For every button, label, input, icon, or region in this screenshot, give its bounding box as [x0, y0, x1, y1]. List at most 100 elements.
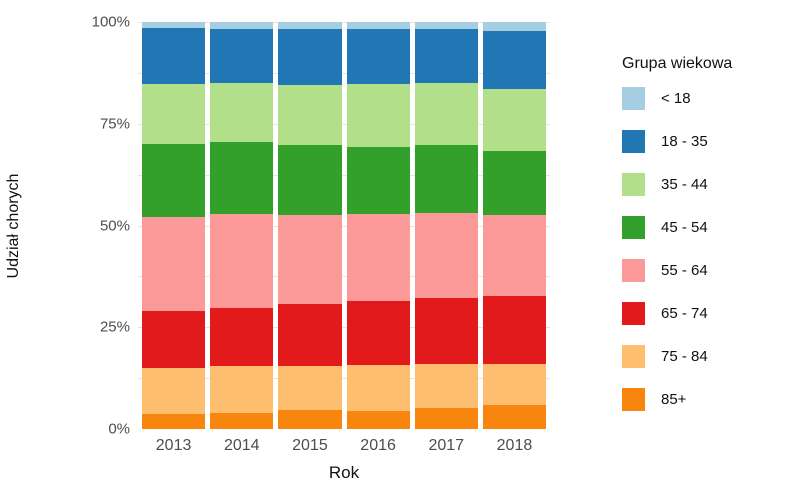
bar-2017	[414, 22, 478, 429]
y-tick-label-75%: 75%	[99, 115, 130, 133]
x-tick-label-2013: 2013	[155, 437, 192, 454]
bar-segment-2016-55 - 64	[346, 214, 410, 301]
legend-item-< 18: < 18	[622, 87, 792, 110]
bar-segment-2014-35 - 44	[210, 82, 274, 143]
bar-segment-2014-18 - 35	[210, 28, 274, 83]
legend-label-35 - 44: 35 - 44	[661, 176, 708, 193]
gridline-50	[138, 225, 550, 227]
bar-segment-2013-35 - 44	[142, 83, 206, 144]
bar-segment-2016-45 - 54	[346, 146, 410, 215]
legend-label-< 18: < 18	[661, 90, 691, 107]
legend-item-75 - 84: 75 - 84	[622, 345, 792, 368]
bar-segment-2017-35 - 44	[414, 83, 478, 146]
legend-item-35 - 44: 35 - 44	[622, 173, 792, 196]
bar-segment-2014-85+	[210, 413, 274, 429]
legend-label-75 - 84: 75 - 84	[661, 348, 708, 365]
bar-segment-2018-18 - 35	[482, 31, 547, 89]
y-tick-label-50%: 50%	[99, 217, 130, 234]
bar-segment-2014-45 - 54	[210, 142, 274, 215]
gridline-12.5	[138, 378, 550, 380]
bar-segment-2017-55 - 64	[414, 213, 478, 298]
legend-label-45 - 54: 45 - 54	[661, 219, 708, 236]
bar-2013	[142, 22, 206, 429]
y-tick-label-25%: 25%	[99, 318, 130, 336]
plot-panel	[138, 22, 550, 429]
bar-segment-2013-85+	[142, 413, 206, 429]
legend-swatch-65 - 74	[622, 302, 645, 325]
bar-2014	[210, 22, 274, 429]
bar-segment-2014-55 - 64	[210, 214, 274, 309]
bar-segment-2013-75 - 84	[142, 367, 206, 414]
bar-segment-2015-85+	[278, 410, 342, 429]
bar-segment-2016-35 - 44	[346, 83, 410, 147]
legend-swatch-55 - 64	[622, 259, 645, 282]
x-tick-label-2018: 2018	[496, 437, 533, 454]
bar-segment-2015-35 - 44	[278, 85, 342, 146]
legend-item-55 - 64: 55 - 64	[622, 259, 792, 282]
legend-swatch-< 18	[622, 87, 645, 110]
x-tick-label-2016: 2016	[360, 437, 396, 454]
bar-segment-2014-65 - 74	[210, 308, 274, 366]
bar-segment-2013-< 18	[142, 22, 206, 29]
bar-segment-2018-35 - 44	[482, 88, 547, 151]
bar-2015	[278, 22, 342, 429]
gridline-100	[138, 22, 550, 23]
bar-segment-2017-65 - 74	[414, 297, 478, 364]
bar-segment-2014-< 18	[210, 22, 274, 29]
gridline-75	[138, 123, 550, 125]
bar-segment-2017-85+	[414, 408, 478, 429]
legend-title: Grupa wiekowa	[622, 55, 733, 72]
bars	[138, 22, 550, 429]
legend: Grupa wiekowa < 18 18 - 35 35 - 44 45 - 54 5…	[622, 55, 792, 431]
gridline-37.5	[138, 276, 550, 278]
bar-segment-2013-45 - 54	[142, 143, 206, 217]
legend-label-55 - 64: 55 - 64	[661, 262, 708, 279]
bar-segment-2017-45 - 54	[414, 145, 478, 214]
gridline-62.5	[138, 174, 550, 176]
legend-item-45 - 54: 45 - 54	[622, 216, 792, 239]
legend-swatch-75 - 84	[622, 345, 645, 368]
bar-segment-2017-18 - 35	[414, 28, 478, 84]
bar-segment-2013-18 - 35	[142, 28, 206, 84]
x-axis-ticks: 2013 2014 2015 2016 2017 2018	[138, 437, 550, 455]
legend-swatch-85+	[622, 388, 645, 411]
bar-segment-2018-65 - 74	[482, 295, 547, 364]
bar-segment-2015-55 - 64	[278, 214, 342, 305]
gridline-87.5	[138, 72, 550, 74]
y-tick-label-100%: 100%	[91, 13, 130, 31]
bar-segment-2013-65 - 74	[142, 310, 206, 368]
bar-segment-2018-75 - 84	[482, 363, 547, 406]
bar-segment-2017-75 - 84	[414, 363, 478, 409]
bar-segment-2015-18 - 35	[278, 29, 342, 86]
bar-segment-2015-45 - 54	[278, 145, 342, 215]
legend-item-85+: 85+	[622, 388, 792, 411]
bar-segment-2018-85+	[482, 405, 547, 429]
bar-segment-2013-55 - 64	[142, 216, 206, 311]
bar-segment-2018-45 - 54	[482, 150, 547, 215]
bar-segment-2016-65 - 74	[346, 300, 410, 365]
bar-2016	[346, 22, 410, 429]
bar-2018	[482, 22, 547, 429]
bar-segment-2016-85+	[346, 410, 410, 429]
legend-swatch-45 - 54	[622, 216, 645, 239]
gridline-25	[138, 327, 550, 329]
x-axis-title: Rok	[328, 463, 360, 482]
legend-label-85+: 85+	[661, 391, 687, 408]
x-tick-label-2015: 2015	[292, 437, 328, 454]
legend-items: < 18 18 - 35 35 - 44 45 - 54 55 - 64 65 - 74 7…	[622, 87, 792, 411]
bar-segment-2016-< 18	[346, 22, 410, 29]
x-tick-label-2017: 2017	[428, 437, 465, 454]
bar-segment-2015-< 18	[278, 22, 342, 30]
y-axis-title: Udział chorych	[5, 173, 22, 279]
bar-segment-2015-75 - 84	[278, 365, 342, 411]
legend-label-18 - 35: 18 - 35	[661, 133, 708, 150]
legend-swatch-35 - 44	[622, 173, 645, 196]
legend-item-18 - 35: 18 - 35	[622, 130, 792, 153]
bar-segment-2017-< 18	[414, 22, 478, 29]
bar-segment-2014-75 - 84	[210, 365, 274, 414]
y-tick-label-0%: 0%	[108, 420, 130, 438]
bar-segment-2015-65 - 74	[278, 304, 342, 366]
bar-segment-2016-75 - 84	[346, 364, 410, 411]
bar-segment-2018-< 18	[482, 22, 547, 32]
